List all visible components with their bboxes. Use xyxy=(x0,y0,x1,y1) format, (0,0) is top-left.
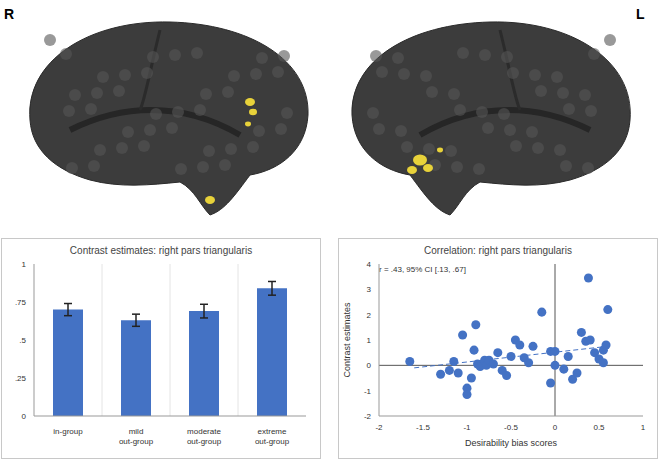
svg-text:0: 0 xyxy=(22,412,27,421)
svg-text:-0.5: -0.5 xyxy=(504,423,518,432)
svg-text:0.5: 0.5 xyxy=(593,423,605,432)
svg-text:1: 1 xyxy=(641,423,646,432)
svg-text:0: 0 xyxy=(367,361,372,370)
svg-text:.75: .75 xyxy=(15,298,27,307)
svg-text:-1.5: -1.5 xyxy=(416,423,430,432)
svg-text:2: 2 xyxy=(367,311,372,320)
svg-text:Contrast estimates: Contrast estimates xyxy=(342,302,352,378)
svg-text:extremeout-group: extremeout-group xyxy=(255,427,290,446)
svg-text:-1: -1 xyxy=(463,423,471,432)
svg-text:4: 4 xyxy=(367,260,372,269)
svg-text:-2: -2 xyxy=(375,423,383,432)
svg-text:.5: .5 xyxy=(19,336,26,345)
html-text:Contrast estimates: right pars: Contrast estimates: right pars triangula… xyxy=(69,245,253,256)
svg-text:mildout-group: mildout-group xyxy=(119,427,154,446)
svg-text:3: 3 xyxy=(367,285,372,294)
html-text:R: R xyxy=(4,6,15,22)
svg-text:moderateout-group: moderateout-group xyxy=(187,427,222,446)
html-text:L: L xyxy=(636,6,645,22)
html-text:r = .43, 95% CI [.13, .67]: r = .43, 95% CI [.13, .67] xyxy=(379,265,466,274)
svg-text:Desirability bias scores: Desirability bias scores xyxy=(465,438,558,448)
html-text:Correlation: right pars triang: Correlation: right pars triangularis xyxy=(424,245,572,256)
svg-text:1: 1 xyxy=(367,336,372,345)
svg-text:.25: .25 xyxy=(15,374,27,383)
svg-text:in-group: in-group xyxy=(53,427,83,436)
svg-text:-2: -2 xyxy=(364,412,372,421)
svg-text:0: 0 xyxy=(553,423,558,432)
svg-text:-1: -1 xyxy=(364,387,372,396)
svg-text:1: 1 xyxy=(22,260,27,269)
